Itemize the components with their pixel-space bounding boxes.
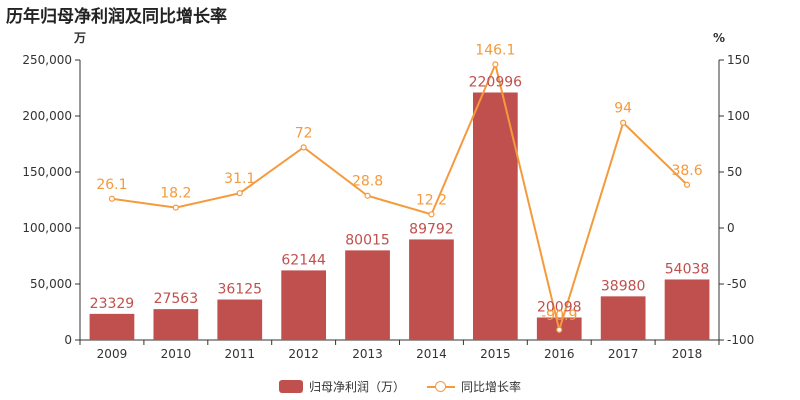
bar — [345, 250, 390, 340]
bar-value-label: 220996 — [469, 74, 523, 90]
line-point — [620, 119, 627, 126]
line-value-label: 38.6 — [671, 163, 702, 179]
y-left-tick-label: 50,000 — [30, 277, 72, 291]
bar-value-label: 38980 — [601, 278, 646, 294]
bar — [409, 239, 454, 340]
x-tick-label: 2017 — [608, 347, 639, 361]
line-value-label: 18.2 — [160, 186, 191, 202]
x-tick-label: 2011 — [224, 347, 255, 361]
bar — [281, 270, 327, 340]
x-tick-label: 2016 — [544, 347, 575, 361]
bar — [472, 92, 518, 340]
bar — [89, 313, 135, 340]
chart-title: 历年归母净利润及同比增长率 — [6, 7, 227, 27]
legend-bar-swatch — [278, 380, 303, 393]
bar-value-label: 23329 — [90, 296, 135, 312]
bar-value-label: 36125 — [217, 282, 262, 298]
y-right-tick-label: 50 — [727, 165, 742, 179]
y-right-tick-label: -100 — [727, 333, 754, 347]
legend: 归母净利润（万） 同比增长率 — [0, 378, 800, 395]
line-value-label: -90.9 — [541, 308, 577, 324]
line-value-label: 72 — [295, 125, 313, 141]
x-tick-label: 2010 — [161, 347, 192, 361]
bar — [153, 309, 199, 340]
y-left-tick-label: 250,000 — [22, 53, 72, 67]
y-left-tick-label: 150,000 — [22, 165, 72, 179]
x-tick-label: 2009 — [97, 347, 128, 361]
line-value-label: 28.8 — [352, 174, 383, 190]
legend-item-bar[interactable]: 归母净利润（万） — [278, 378, 405, 395]
x-tick-label: 2013 — [352, 347, 383, 361]
y-left-tick-label: 200,000 — [22, 109, 72, 123]
line-value-label: 94 — [614, 101, 632, 117]
bar — [600, 296, 646, 340]
line-point — [172, 204, 179, 211]
x-tick-label: 2018 — [672, 347, 703, 361]
bar — [664, 279, 710, 340]
y-left-tick-label: 0 — [64, 333, 72, 347]
y-right-unit: % — [713, 31, 725, 45]
line-point — [300, 144, 307, 151]
bar-value-label: 54038 — [665, 261, 710, 277]
bar-value-label: 20098 — [537, 299, 582, 315]
y-right-tick-label: 150 — [727, 53, 750, 67]
legend-bar-label: 归母净利润（万） — [308, 380, 405, 394]
line-value-label: 12.2 — [416, 192, 447, 208]
legend-item-line[interactable]: 同比增长率 — [427, 378, 521, 395]
bar-value-label: 80015 — [345, 232, 390, 248]
bar-value-label: 89792 — [409, 221, 454, 237]
line-point — [108, 195, 116, 202]
x-tick-label: 2015 — [480, 347, 511, 361]
growth-line — [111, 61, 688, 334]
line-value-label: 26.1 — [96, 177, 127, 193]
y-right-tick-label: 0 — [727, 221, 735, 235]
line-point — [364, 192, 371, 199]
line-point — [492, 61, 499, 68]
line-point — [683, 181, 691, 188]
line-point — [556, 326, 563, 333]
y-left-tick-label: 100,000 — [22, 221, 72, 235]
bar-value-label: 27563 — [154, 291, 199, 307]
x-tick-label: 2014 — [416, 347, 447, 361]
line-point — [236, 190, 243, 197]
bar-value-label: 62144 — [281, 252, 326, 268]
y-right-tick-label: -50 — [727, 277, 747, 291]
y-right-tick-label: 100 — [727, 109, 750, 123]
legend-line-swatch — [427, 380, 455, 393]
line-point — [428, 211, 435, 218]
y-left-unit: 万 — [73, 31, 86, 45]
x-tick-label: 2012 — [288, 347, 319, 361]
line-value-label: 146.1 — [475, 42, 515, 58]
bar — [217, 299, 263, 340]
line-value-label: 31.1 — [224, 171, 255, 187]
legend-line-label: 同比增长率 — [461, 380, 522, 394]
